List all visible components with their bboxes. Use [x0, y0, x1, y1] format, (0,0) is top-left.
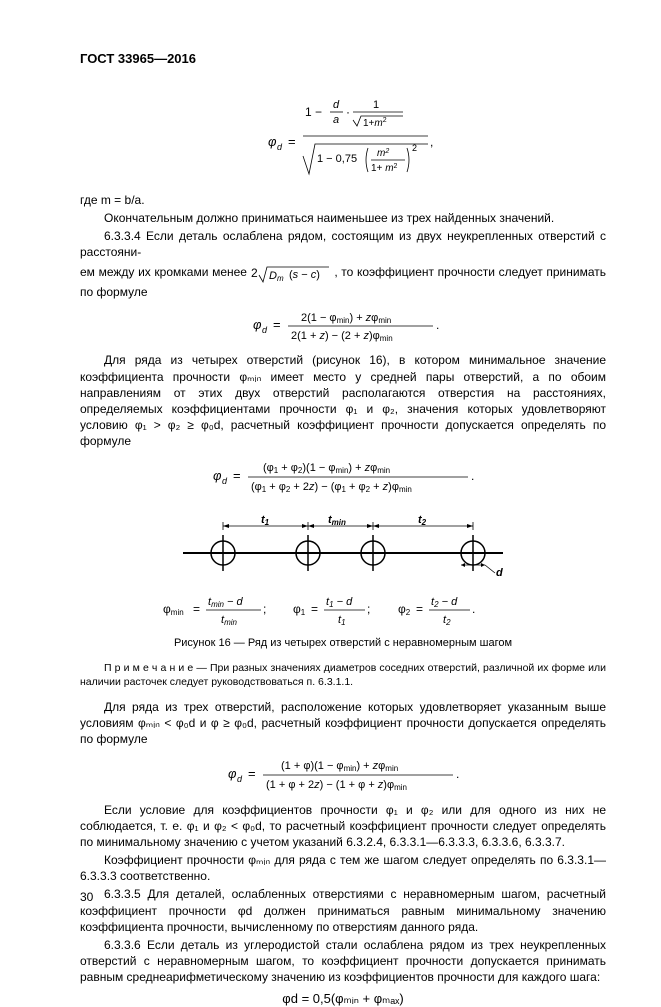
svg-text:=: = [233, 468, 241, 483]
svg-text:d: d [333, 99, 340, 111]
svg-text:(s − c): (s − c) [289, 269, 320, 281]
svg-text:.: . [436, 318, 439, 332]
svg-text:tmin: tmin [328, 514, 346, 527]
where-line: где m = b/a. [80, 192, 606, 208]
section-6336: 6.3.3.6 Если деталь из углеродистой стал… [80, 937, 606, 986]
formula-two-holes: φ d = 2(1 − φmin) + zφmin 2(1 + z) − (2 … [80, 306, 606, 346]
svg-text:=: = [248, 766, 256, 781]
svg-text:2: 2 [412, 143, 417, 153]
svg-text:t2: t2 [443, 614, 451, 627]
svg-text:(1 + φ + 2z) − (1 + φ + z)φmin: (1 + φ + 2z) − (1 + φ + z)φmin [266, 779, 407, 792]
svg-text:tmin: tmin [221, 614, 238, 627]
final-value-line: Окончательным должно приниматься наимень… [80, 210, 606, 226]
svg-text:;: ; [263, 602, 266, 616]
svg-text:2(1 + z) − (2 + z)φmin: 2(1 + z) − (2 + z)φmin [291, 330, 393, 343]
para-four-holes: Для ряда из четырех отверстий (рисунок 1… [80, 352, 606, 449]
section-6335: 6.3.3.5 Для деталей, ослабленных отверст… [80, 886, 606, 935]
para-coefficient: Коэффициент прочности φₘᵢₙ для ряда с те… [80, 852, 606, 884]
svg-text:1+ m2: 1+ m2 [371, 163, 398, 174]
svg-text:1+m2: 1+m2 [363, 117, 387, 129]
section-6334-a: 6.3.3.4 Если деталь ослаблена рядом, сос… [80, 228, 606, 260]
svg-text:t1 − d: t1 − d [326, 596, 353, 609]
note-paragraph: П р и м е ч а н и е — При разных значени… [80, 661, 606, 689]
svg-text:;: ; [367, 602, 370, 616]
svg-text:=: = [416, 602, 423, 616]
svg-text:.: . [471, 469, 474, 483]
svg-text:φ: φ [253, 317, 262, 332]
formula-phi-definitions: φmin = tmin − d tmin ; φ1 = t1 − d t1 ; … [80, 590, 606, 630]
svg-text:(1 + φ)(1 − φmin) + zφmin: (1 + φ)(1 − φmin) + zφmin [281, 760, 398, 773]
para-condition: Если условие для коэффициентов прочности… [80, 802, 606, 851]
svg-text:φ1: φ1 [293, 602, 306, 617]
text-pre: ем между их кромками менее [80, 265, 251, 279]
section-6334-b: ем между их кромками менее 2 Dm (s − c) … [80, 262, 606, 300]
formula-three-holes: φ d = (1 + φ)(1 − φmin) + zφmin (1 + φ +… [80, 754, 606, 796]
svg-text:1: 1 [373, 99, 379, 111]
svg-text:d: d [237, 774, 243, 784]
svg-text:=: = [273, 317, 281, 332]
svg-text:t2 − d: t2 − d [431, 596, 458, 609]
svg-text:m2: m2 [377, 148, 389, 159]
svg-text:t2: t2 [418, 514, 427, 527]
figure-16-caption: Рисунок 16 — Ряд из четырех отверстий с … [80, 636, 606, 651]
svg-text:=: = [288, 134, 296, 149]
svg-text:d: d [277, 142, 283, 152]
svg-text:t1: t1 [261, 514, 270, 527]
svg-text:(φ1 + φ2 + 2z) − (φ1 + φ2 + z): (φ1 + φ2 + 2z) − (φ1 + φ2 + z)φmin [251, 481, 412, 494]
svg-text:=: = [193, 602, 200, 616]
svg-text:.: . [456, 767, 459, 781]
formula-phi-d-main: φ d = 1 − d a · 1 1+m2 1 − 0,75 m2 1 [80, 96, 606, 186]
svg-text:tmin − d: tmin − d [208, 596, 244, 609]
svg-text:.: . [472, 602, 475, 616]
svg-text:2: 2 [251, 266, 258, 280]
document-header: ГОСТ 33965—2016 [80, 50, 606, 68]
svg-text:,: , [430, 135, 433, 149]
inline-sqrt: 2 Dm (s − c) [251, 262, 331, 284]
svg-text:φmin: φmin [163, 602, 184, 617]
svg-text:1 − 0,75: 1 − 0,75 [317, 153, 357, 165]
formula-four-holes: φ d = (φ1 + φ2)(1 − φmin) + zφmin (φ1 + … [80, 456, 606, 498]
para-three-holes: Для ряда из трех отверстий, расположение… [80, 699, 606, 748]
svg-text:t1: t1 [338, 614, 346, 627]
document-page: ГОСТ 33965—2016 φ d = 1 − d a · 1 1+m2 1… [0, 0, 661, 935]
svg-text:a: a [333, 114, 339, 126]
svg-text:·: · [346, 105, 350, 119]
svg-text:φ: φ [268, 134, 277, 149]
svg-text:d: d [496, 567, 503, 578]
formula-average: φd = 0,5(φₘᵢₙ + φₘₐₓ) [80, 990, 606, 1007]
svg-text:φ: φ [228, 766, 237, 781]
svg-text:d: d [262, 325, 268, 335]
svg-text:d: d [222, 476, 228, 486]
svg-text:φ: φ [213, 468, 222, 483]
svg-text:φ2: φ2 [398, 602, 411, 617]
figure-16-diagram: t1 tmin t2 d [80, 508, 606, 582]
svg-text:=: = [311, 602, 318, 616]
svg-text:Dm: Dm [269, 270, 284, 283]
page-number: 30 [80, 889, 93, 905]
svg-text:(φ1 + φ2)(1 − φmin) + zφmin: (φ1 + φ2)(1 − φmin) + zφmin [263, 462, 390, 475]
svg-text:2(1 − φmin) + zφmin: 2(1 − φmin) + zφmin [301, 312, 391, 325]
svg-text:1 −: 1 − [305, 105, 322, 119]
